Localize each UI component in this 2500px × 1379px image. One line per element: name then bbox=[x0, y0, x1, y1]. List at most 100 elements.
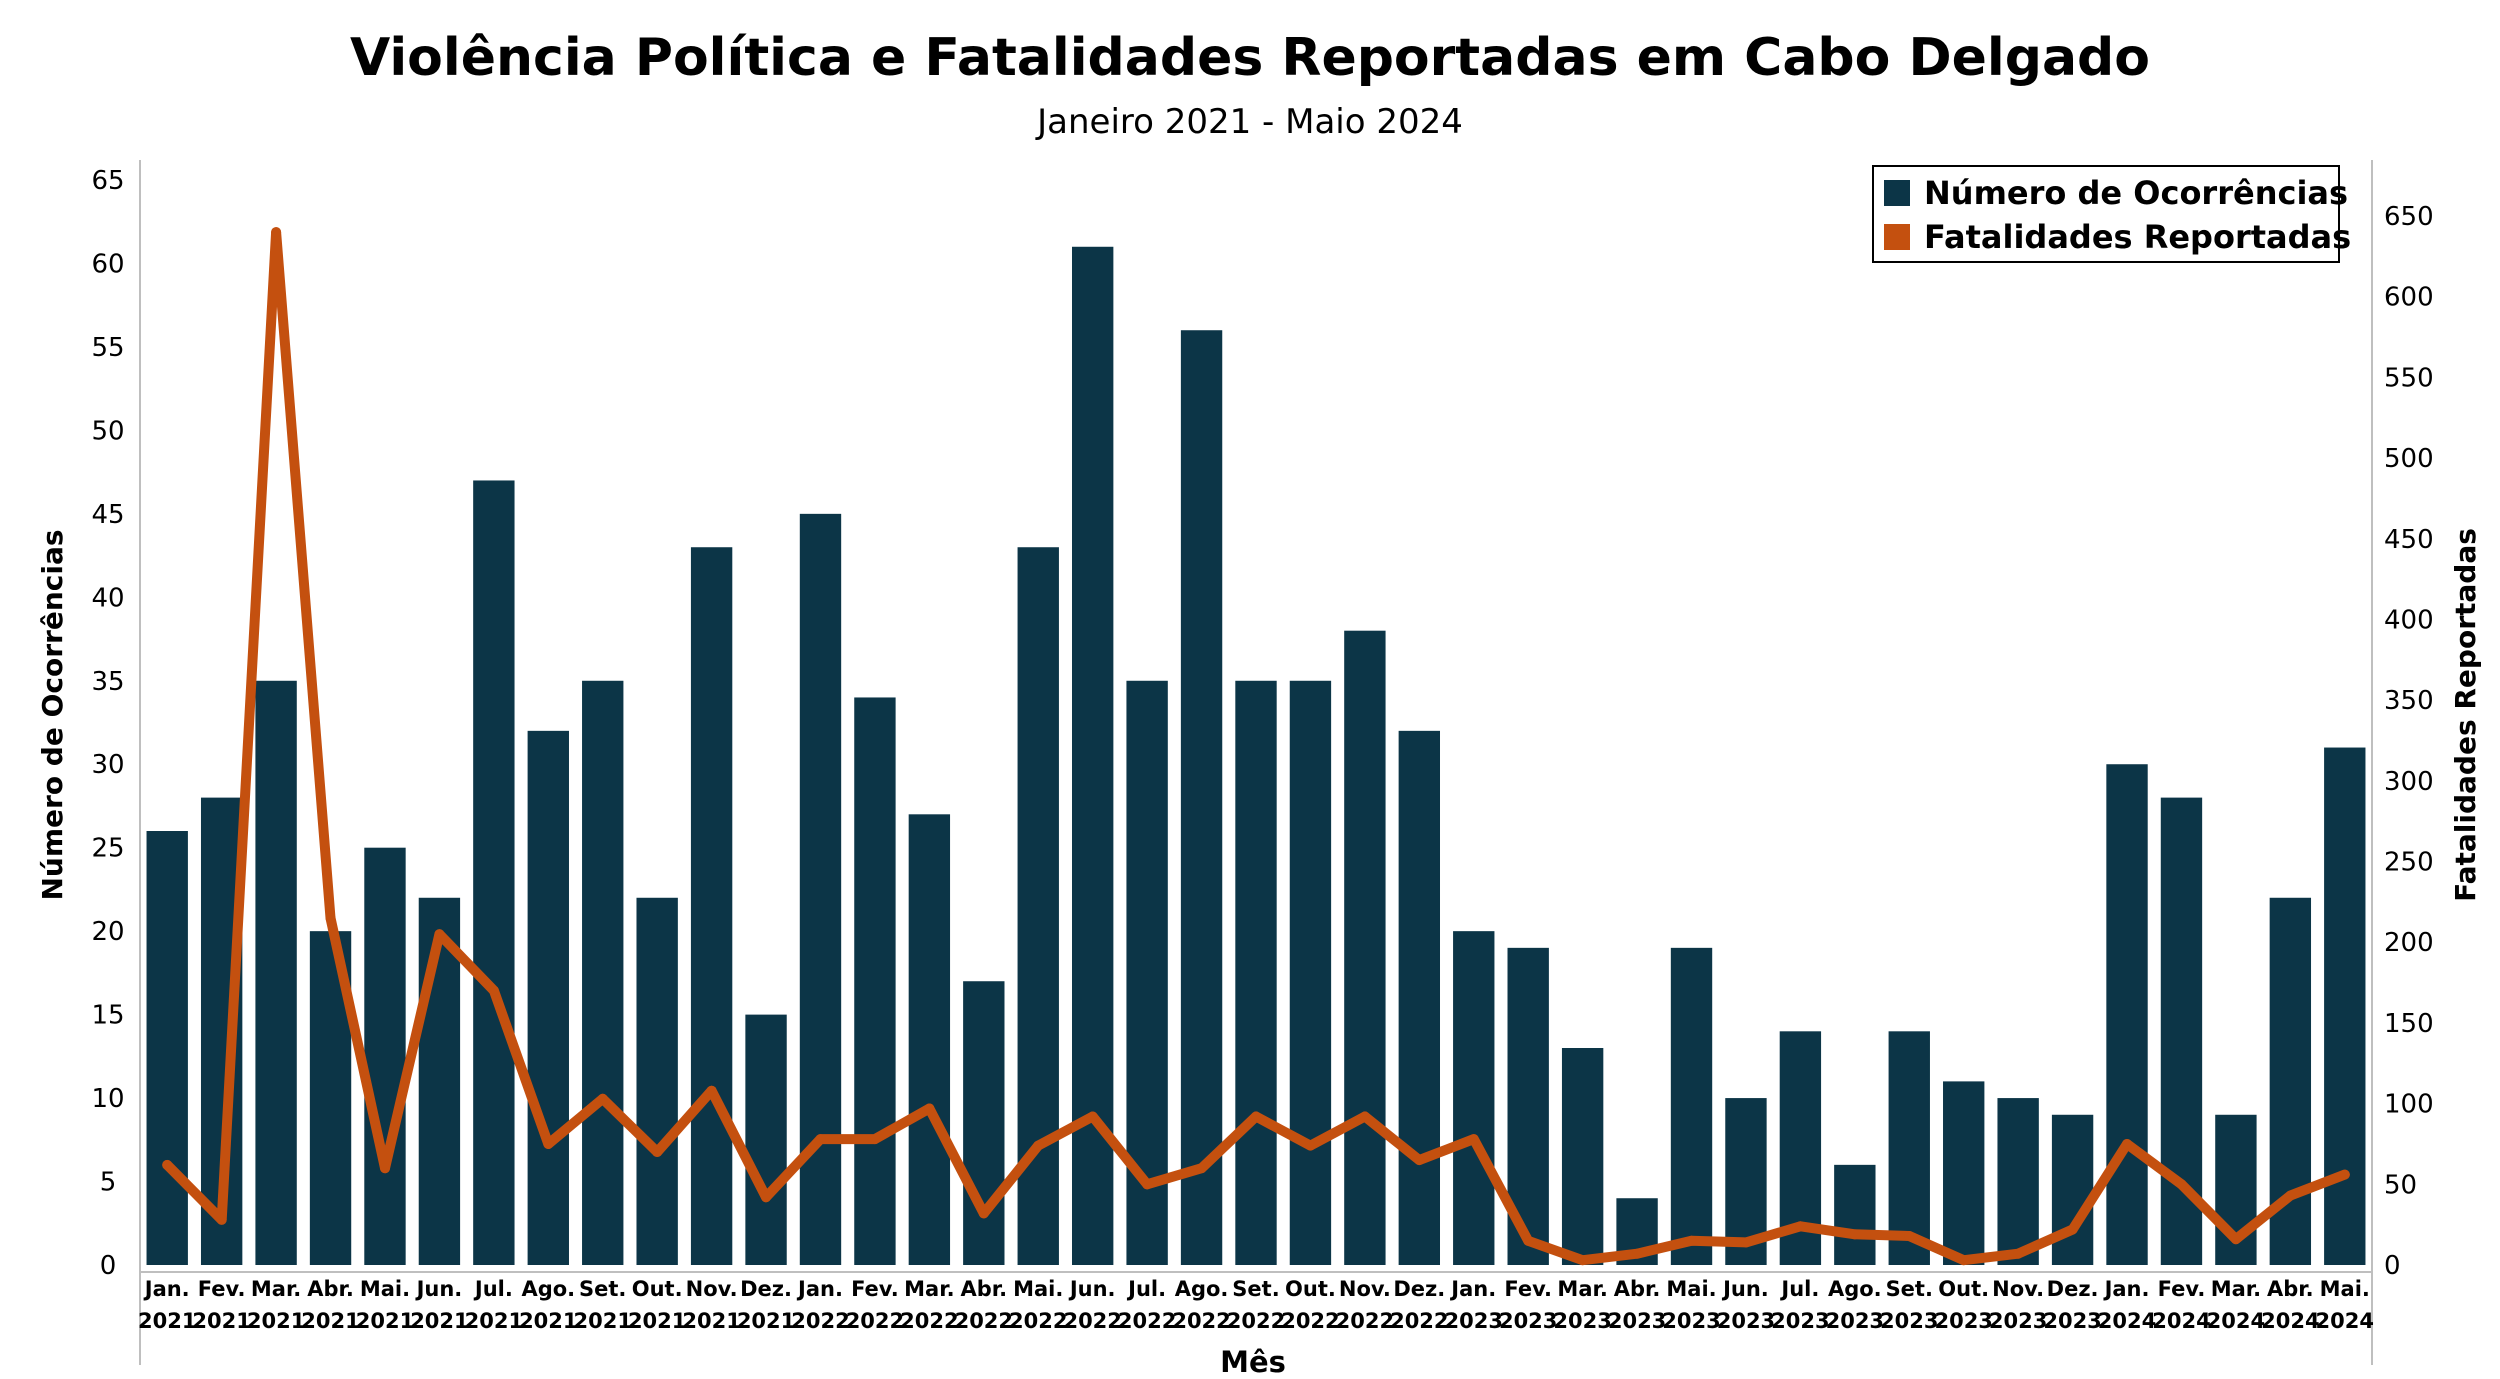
x-tick-label-year: 2021 bbox=[574, 1309, 632, 1333]
line-point bbox=[434, 929, 445, 940]
bar bbox=[1997, 1098, 2039, 1265]
bar bbox=[1943, 1081, 1985, 1265]
bar bbox=[473, 480, 515, 1265]
y2-tick-label: 0 bbox=[2384, 1251, 2401, 1281]
x-tick-label-month: Abr. bbox=[2267, 1277, 2314, 1301]
line-series bbox=[162, 227, 2350, 1266]
x-tick-label-month: Jan. bbox=[796, 1277, 843, 1301]
x-tick-label-year: 2022 bbox=[1009, 1309, 1067, 1333]
line-point bbox=[597, 1093, 608, 1104]
line-point bbox=[2122, 1138, 2133, 1149]
y2-tick-label: 200 bbox=[2384, 928, 2434, 958]
x-tick-label-year: 2023 bbox=[1553, 1309, 1611, 1333]
y-tick-label: 15 bbox=[91, 1001, 124, 1031]
x-tick-label-year: 2022 bbox=[955, 1309, 1013, 1333]
x-tick-label-year: 2021 bbox=[737, 1309, 795, 1333]
x-tick-label-month: Abr. bbox=[307, 1277, 354, 1301]
bar bbox=[1235, 680, 1277, 1265]
chart-subtitle: Janeiro 2021 - Maio 2024 bbox=[1037, 102, 1463, 142]
x-tick-label-year: 2024 bbox=[2261, 1309, 2319, 1333]
bar bbox=[255, 680, 297, 1265]
legend-item-fatalities: Fatalidades Reportadas bbox=[1884, 217, 2351, 257]
x-tick-label-month: Out. bbox=[1938, 1277, 1989, 1301]
x-tick-label-month: Dez. bbox=[1393, 1277, 1445, 1301]
y2-tick-label: 100 bbox=[2384, 1090, 2434, 1120]
x-tick-label-year: 2022 bbox=[1172, 1309, 1230, 1333]
y2-tick-label: 450 bbox=[2384, 525, 2434, 555]
x-tick-label-month: Jan. bbox=[143, 1277, 190, 1301]
y-tick-label: 20 bbox=[91, 917, 124, 947]
y-tick-label: 40 bbox=[91, 583, 124, 613]
line-point bbox=[543, 1138, 554, 1149]
y2-tick-label: 300 bbox=[2384, 767, 2434, 797]
x-tick-label-month: Out. bbox=[632, 1277, 683, 1301]
y-tick-label: 5 bbox=[100, 1168, 117, 1198]
line-point bbox=[1251, 1111, 1261, 1122]
x-tick-label-month: Jan. bbox=[2103, 1277, 2150, 1301]
x-tick-label-month: Jun. bbox=[415, 1277, 463, 1301]
x-tick-label-year: 2022 bbox=[846, 1309, 904, 1333]
x-tick-label-month: Mai. bbox=[2320, 1277, 2370, 1301]
bar bbox=[854, 697, 896, 1265]
y-tick-labels: 0 5 10 15 20 25 30 35 40 45 50 55 60 65 bbox=[91, 166, 124, 1281]
bar bbox=[690, 547, 733, 1265]
x-tick-label-year: 2023 bbox=[1826, 1309, 1884, 1333]
bar bbox=[1453, 931, 1495, 1265]
legend-swatch-fatalities bbox=[1884, 224, 1910, 250]
x-tick-label-year: 2022 bbox=[1281, 1309, 1339, 1333]
x-tick-label-year: 2022 bbox=[1227, 1309, 1285, 1333]
x-tick-label-year: 2022 bbox=[1118, 1309, 1176, 1333]
bar bbox=[1289, 680, 1332, 1265]
x-tick-label-year: 2021 bbox=[465, 1309, 523, 1333]
x-tick-label-year: 2022 bbox=[1390, 1309, 1448, 1333]
line-point bbox=[1305, 1140, 1316, 1151]
x-tick-label-year: 2021 bbox=[356, 1309, 414, 1333]
line-point bbox=[2285, 1190, 2296, 1201]
x-tick-label-month: Set. bbox=[1886, 1277, 1933, 1301]
line-point bbox=[1958, 1255, 1969, 1266]
line-point bbox=[162, 1159, 173, 1170]
x-tick-label-year: 2023 bbox=[1662, 1309, 1720, 1333]
x-tick-label-month: Nov. bbox=[1339, 1277, 1391, 1301]
x-tick-label-year: 2023 bbox=[1499, 1309, 1557, 1333]
y2-tick-label: 550 bbox=[2384, 363, 2434, 393]
bar bbox=[582, 680, 624, 1265]
line-point bbox=[2013, 1248, 2024, 1259]
x-tick-label-year: 2023 bbox=[1934, 1309, 1992, 1333]
chart-title: Violência Política e Fatalidades Reporta… bbox=[350, 28, 2150, 88]
x-tick-label-month: Nov. bbox=[686, 1277, 738, 1301]
x-tick-label-month: Nov. bbox=[1992, 1277, 2044, 1301]
x-tick-label-year: 2023 bbox=[1445, 1309, 1503, 1333]
y2-tick-label: 150 bbox=[2384, 1009, 2434, 1039]
x-tick-label-year: 2023 bbox=[1989, 1309, 2047, 1333]
line-point bbox=[1196, 1163, 1207, 1174]
x-tick-label-year: 2021 bbox=[138, 1309, 196, 1333]
line-point bbox=[379, 1163, 390, 1174]
y2-tick-label: 250 bbox=[2384, 848, 2434, 878]
bar bbox=[1834, 1164, 1876, 1265]
x-tick-label-month: Abr. bbox=[960, 1277, 1007, 1301]
y-tick-label: 25 bbox=[91, 834, 124, 864]
line-point bbox=[1904, 1230, 1915, 1241]
y-axis-label: Número de Ocorrências bbox=[36, 529, 69, 900]
y-tick-label: 0 bbox=[100, 1251, 117, 1281]
y2-axis-label: Fatalidades Reportadas bbox=[2449, 528, 2482, 902]
x-tick-label-year: 2024 bbox=[2098, 1309, 2156, 1333]
x-tick-label-year: 2021 bbox=[628, 1309, 686, 1333]
bar bbox=[1180, 330, 1223, 1265]
line-point bbox=[1686, 1235, 1697, 1246]
line-point bbox=[1468, 1134, 1479, 1145]
line-point bbox=[1033, 1140, 1044, 1151]
x-tick-label-month: Jul. bbox=[473, 1277, 513, 1301]
x-tick-label-month: Ago. bbox=[521, 1277, 575, 1301]
x-tick-label-year: 2021 bbox=[682, 1309, 740, 1333]
y-tick-label: 60 bbox=[91, 249, 124, 279]
line-point bbox=[1849, 1229, 1860, 1240]
x-tick-label-month: Mai. bbox=[1013, 1277, 1063, 1301]
line-point bbox=[924, 1103, 935, 1114]
x-tick-label-year: 2023 bbox=[2043, 1309, 2101, 1333]
line-point bbox=[271, 227, 282, 238]
line-point bbox=[1795, 1221, 1806, 1232]
chart-legend: Número de Ocorrências Fatalidades Report… bbox=[1872, 165, 2351, 263]
x-tick-label-month: Jun. bbox=[1068, 1277, 1116, 1301]
